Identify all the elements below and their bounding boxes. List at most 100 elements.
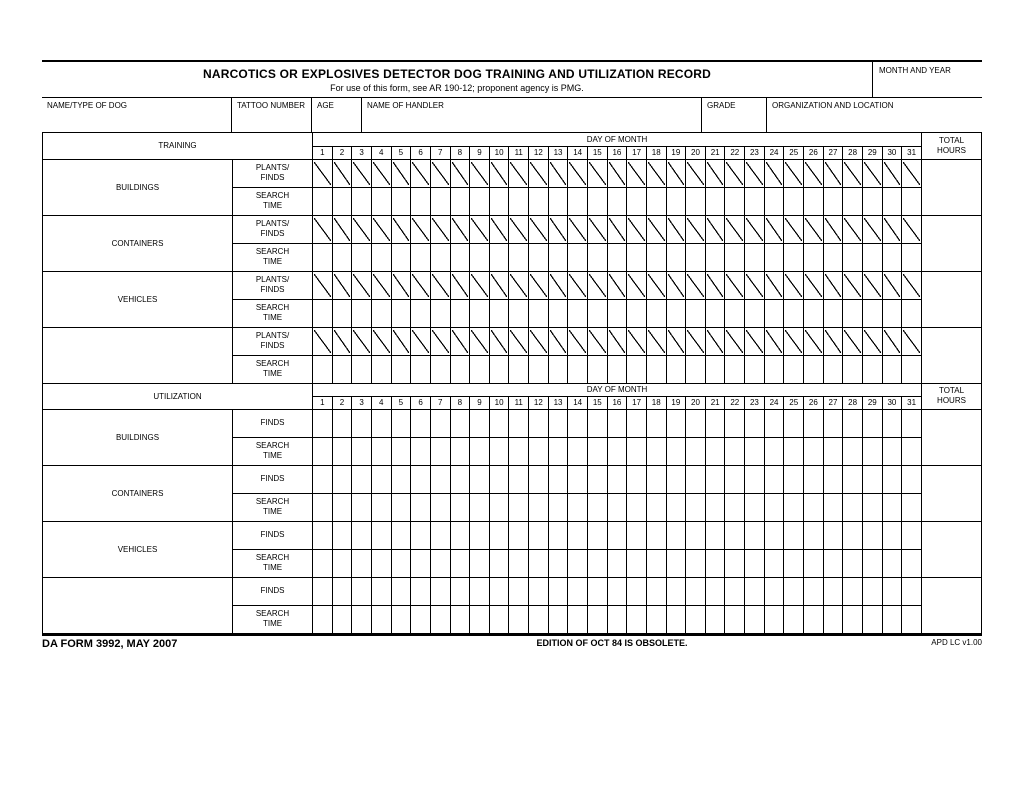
- data-cell: [843, 521, 863, 549]
- data-cell: [489, 605, 509, 633]
- data-cell: [686, 355, 706, 383]
- data-cell: [313, 327, 333, 355]
- data-cell: [548, 215, 568, 243]
- data-cell: [843, 299, 863, 327]
- data-cell: [902, 465, 922, 493]
- data-cell: [470, 299, 490, 327]
- data-cell: [843, 243, 863, 271]
- data-cell: [882, 577, 902, 605]
- day-number: 11: [509, 396, 529, 409]
- data-cell: [902, 437, 922, 465]
- data-cell: [902, 215, 922, 243]
- data-cell: [607, 577, 627, 605]
- data-cell: [804, 299, 824, 327]
- data-cell: [313, 409, 333, 437]
- data-cell: [509, 521, 529, 549]
- data-cell: [843, 437, 863, 465]
- footer-version: APD LC v1.00: [882, 638, 982, 650]
- day-number: 6: [411, 396, 431, 409]
- data-cell: [607, 493, 627, 521]
- form-footer: DA FORM 3992, MAY 2007 EDITION OF OCT 84…: [42, 634, 982, 650]
- data-cell: [489, 271, 509, 299]
- data-cell: [489, 299, 509, 327]
- data-cell: [352, 437, 372, 465]
- data-cell: [509, 493, 529, 521]
- data-cell: [489, 577, 509, 605]
- data-cell: [843, 409, 863, 437]
- day-number: 2: [332, 396, 352, 409]
- data-cell: [529, 271, 549, 299]
- data-cell: [587, 409, 607, 437]
- data-cell: [686, 215, 706, 243]
- data-cell: [313, 493, 333, 521]
- data-cell: [587, 605, 607, 633]
- data-cell: [666, 271, 686, 299]
- data-cell: [646, 577, 666, 605]
- day-number: 13: [548, 396, 568, 409]
- data-cell: [371, 299, 391, 327]
- data-cell: [568, 243, 588, 271]
- row-sublabel: SEARCHTIME: [233, 243, 313, 271]
- day-number: 18: [646, 146, 666, 159]
- title-row: NARCOTICS OR EXPLOSIVES DETECTOR DOG TRA…: [42, 62, 982, 98]
- data-cell: [705, 521, 725, 549]
- data-cell: [332, 159, 352, 187]
- data-cell: [646, 243, 666, 271]
- day-number: 31: [902, 146, 922, 159]
- data-cell: [705, 299, 725, 327]
- data-cell: [686, 605, 706, 633]
- day-number: 24: [764, 146, 784, 159]
- row-sublabel: PLANTS/FINDS: [233, 159, 313, 187]
- data-cell: [902, 549, 922, 577]
- data-cell: [646, 605, 666, 633]
- data-cell: [823, 549, 843, 577]
- row-sublabel: PLANTS/FINDS: [233, 215, 313, 243]
- data-cell: [646, 215, 666, 243]
- total-cell: [922, 271, 982, 327]
- data-cell: [489, 355, 509, 383]
- data-cell: [391, 327, 411, 355]
- data-cell: [686, 243, 706, 271]
- day-number: 14: [568, 146, 588, 159]
- category-label: [43, 577, 233, 633]
- data-cell: [352, 159, 372, 187]
- data-cell: [371, 437, 391, 465]
- data-cell: [725, 271, 745, 299]
- data-cell: [882, 409, 902, 437]
- data-cell: [646, 271, 666, 299]
- data-cell: [902, 521, 922, 549]
- data-cell: [627, 243, 647, 271]
- data-cell: [391, 577, 411, 605]
- data-cell: [607, 159, 627, 187]
- data-cell: [411, 465, 431, 493]
- data-cell: [568, 577, 588, 605]
- data-cell: [823, 577, 843, 605]
- day-number: 16: [607, 396, 627, 409]
- data-cell: [862, 521, 882, 549]
- data-cell: [804, 577, 824, 605]
- data-cell: [587, 271, 607, 299]
- data-cell: [764, 299, 784, 327]
- data-cell: [686, 187, 706, 215]
- data-cell: [332, 437, 352, 465]
- day-number: 28: [843, 396, 863, 409]
- data-cell: [489, 215, 509, 243]
- data-cell: [882, 327, 902, 355]
- data-cell: [587, 159, 607, 187]
- data-cell: [784, 465, 804, 493]
- day-number: 24: [764, 396, 784, 409]
- data-cell: [843, 465, 863, 493]
- row-sublabel: FINDS: [233, 465, 313, 493]
- day-number: 22: [725, 146, 745, 159]
- day-number: 5: [391, 396, 411, 409]
- header-handler: NAME OF HANDLER: [362, 98, 702, 132]
- data-cell: [509, 605, 529, 633]
- data-cell: [764, 521, 784, 549]
- data-cell: [764, 493, 784, 521]
- data-cell: [332, 327, 352, 355]
- data-cell: [529, 187, 549, 215]
- row-sublabel: FINDS: [233, 577, 313, 605]
- data-cell: [725, 437, 745, 465]
- data-cell: [568, 215, 588, 243]
- data-cell: [568, 493, 588, 521]
